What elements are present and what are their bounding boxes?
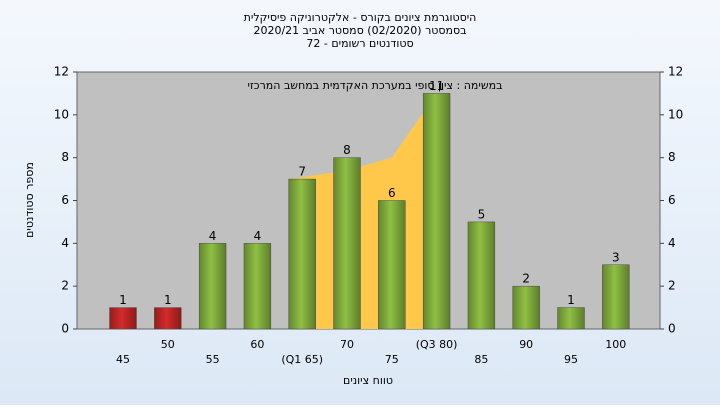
x-tick-label: 95 <box>564 353 578 366</box>
y-tick-label: 12 <box>668 65 683 79</box>
x-tick-label: 50 <box>161 338 175 351</box>
bar-shade <box>557 307 585 329</box>
x-tick-label: 90 <box>519 338 533 351</box>
bar-shade <box>467 221 495 329</box>
bar-shade <box>199 243 227 329</box>
x-tick-label: (Q3 80) <box>416 338 458 351</box>
y-tick-label: 2 <box>61 279 69 293</box>
y-tick-label: 6 <box>668 193 676 207</box>
y-tick-label: 4 <box>61 236 69 250</box>
x-tick-label: (Q1 65) <box>281 353 323 366</box>
x-tick-label: 75 <box>385 353 399 366</box>
y-tick-label: 10 <box>54 107 69 121</box>
value-label: 11 <box>429 79 444 93</box>
chart-title: היסטוגרמת ציונים בקורס - אלקטרוניקה פיסי… <box>244 11 477 24</box>
x-axis-label: טווח ציונים <box>343 374 393 387</box>
value-label: 3 <box>612 250 620 264</box>
value-label: 1 <box>119 293 127 307</box>
x-tick-label: 100 <box>605 338 626 351</box>
value-label: 4 <box>209 229 217 243</box>
y-tick-label: 2 <box>668 279 676 293</box>
x-tick-label: 45 <box>116 353 130 366</box>
chart-title: בסמסטר (02/2020) סמסטר אביב 2020/21 <box>253 24 466 37</box>
bar-shade <box>333 157 361 329</box>
bar-shade <box>109 307 137 329</box>
value-label: 5 <box>478 207 486 221</box>
bar-shade <box>243 243 271 329</box>
x-tick-label: 70 <box>340 338 354 351</box>
y-axis-label: מספר סטודנטים <box>23 162 36 238</box>
chart-title: סטודנטים רשומים - 72 <box>306 37 413 50</box>
y-tick-label: 8 <box>61 150 69 164</box>
value-label: 1 <box>164 293 172 307</box>
value-label: 6 <box>388 186 396 200</box>
annotation: במשימה : ציון סופי במערכת האקדמית במחשב … <box>248 79 503 92</box>
x-tick-label: 55 <box>206 353 220 366</box>
value-label: 4 <box>254 229 262 243</box>
y-tick-label: 12 <box>54 65 69 79</box>
bar-shade <box>378 200 406 329</box>
y-tick-label: 0 <box>61 322 69 336</box>
x-tick-label: 85 <box>474 353 488 366</box>
value-label: 7 <box>298 165 306 179</box>
bar-shade <box>423 93 451 330</box>
bar-shade <box>602 264 630 329</box>
y-tick-label: 8 <box>668 150 676 164</box>
y-tick-label: 4 <box>668 236 676 250</box>
bar-shade <box>512 286 540 329</box>
y-tick-label: 6 <box>61 193 69 207</box>
value-label: 8 <box>343 143 351 157</box>
x-tick-label: 60 <box>250 338 264 351</box>
y-tick-label: 10 <box>668 107 683 121</box>
y-tick-label: 0 <box>668 322 676 336</box>
bar-shade <box>154 307 182 329</box>
value-label: 2 <box>522 272 530 286</box>
value-label: 1 <box>567 293 575 307</box>
bar-shade <box>288 179 316 329</box>
